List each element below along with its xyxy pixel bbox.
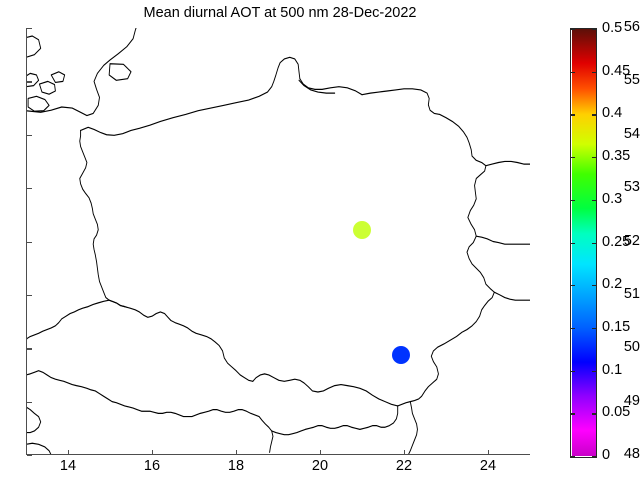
colorbar-tick-0.1 bbox=[570, 370, 575, 372]
colorbar-label-0.4: 0.4 bbox=[602, 105, 623, 122]
colorbar-tick-right-0.1 bbox=[592, 370, 597, 372]
colorbar-label-0.45: 0.45 bbox=[602, 62, 631, 79]
x-tick-label-20: 20 bbox=[311, 458, 329, 474]
y-tick-label-55: 55 bbox=[623, 72, 640, 89]
x-tick-20 bbox=[320, 450, 322, 455]
colorbar-tick-right-0.4 bbox=[592, 114, 597, 116]
colorbar-tick-0.35 bbox=[570, 157, 575, 159]
colorbar-tick-0.15 bbox=[570, 327, 575, 330]
colorbar-tick-right-0 bbox=[592, 456, 597, 458]
y-tick-52 bbox=[27, 241, 32, 243]
colorbar-tick-0.45 bbox=[570, 71, 575, 73]
y-tick-label-49: 49 bbox=[623, 392, 640, 409]
y-tick-label-50: 50 bbox=[623, 339, 640, 356]
y-tick-50 bbox=[27, 348, 32, 350]
y-axis-line bbox=[26, 28, 28, 455]
x-tick-label-14: 14 bbox=[59, 458, 77, 474]
colorbar-tick-right-0.15 bbox=[592, 327, 597, 330]
map-plot-area bbox=[26, 28, 530, 455]
x-tick-label-24: 24 bbox=[479, 458, 497, 474]
colorbar-label-0.15: 0.15 bbox=[602, 318, 631, 335]
colorbar-tick-0.3 bbox=[570, 199, 575, 202]
x-tick-label-18: 18 bbox=[227, 458, 245, 474]
data-point-station-1[interactable] bbox=[352, 221, 371, 240]
y-tick-56 bbox=[27, 28, 32, 30]
colorbar-tick-right-0.5 bbox=[592, 29, 597, 31]
colorbar-tick-right-0.05 bbox=[592, 413, 597, 415]
colorbar-tick-0.05 bbox=[570, 413, 575, 415]
y-tick-label-48: 48 bbox=[623, 446, 640, 462]
x-tick-label-22: 22 bbox=[395, 458, 413, 474]
colorbar-label-0.35: 0.35 bbox=[602, 148, 631, 165]
y-tick-48 bbox=[27, 455, 32, 457]
y-tick-51 bbox=[27, 294, 32, 297]
y-tick-54 bbox=[27, 134, 32, 137]
colorbar-tick-0 bbox=[570, 456, 575, 458]
colorbar-label-0.1: 0.1 bbox=[602, 361, 623, 378]
colorbar-label-0.25: 0.25 bbox=[602, 233, 631, 250]
colorbar-tick-0.2 bbox=[570, 285, 575, 287]
colorbar-tick-right-0.35 bbox=[592, 157, 597, 159]
y-tick-label-54: 54 bbox=[623, 125, 640, 142]
x-tick-16 bbox=[152, 450, 154, 455]
chart-title: Mean diurnal AOT at 500 nm 28-Dec-2022 bbox=[143, 5, 417, 21]
y-tick-label-53: 53 bbox=[623, 179, 640, 196]
colorbar-label-0.05: 0.05 bbox=[602, 404, 631, 421]
colorbar-gradient bbox=[571, 29, 596, 456]
x-tick-22 bbox=[404, 450, 406, 455]
colorbar-tick-right-0.3 bbox=[592, 199, 597, 202]
y-tick-label-56: 56 bbox=[623, 19, 640, 35]
y-tick-49 bbox=[27, 401, 32, 403]
colorbar-label-0.2: 0.2 bbox=[602, 276, 623, 293]
colorbar-label-0: 0 bbox=[602, 447, 611, 463]
x-axis-line bbox=[26, 454, 530, 456]
x-tick-18 bbox=[236, 450, 238, 455]
y-tick-label-51: 51 bbox=[623, 285, 640, 302]
x-tick-label-16: 16 bbox=[143, 458, 161, 474]
colorbar-tick-right-0.45 bbox=[592, 71, 597, 73]
data-point-station-2[interactable] bbox=[391, 345, 410, 364]
colorbar-label-0.3: 0.3 bbox=[602, 190, 623, 207]
colorbar-tick-0.5 bbox=[570, 29, 575, 31]
basemap-borders bbox=[26, 28, 530, 455]
y-tick-label-52: 52 bbox=[623, 232, 640, 249]
colorbar-tick-0.4 bbox=[570, 114, 575, 116]
colorbar-label-0.5: 0.5 bbox=[602, 20, 623, 36]
colorbar-tick-right-0.25 bbox=[592, 242, 597, 244]
colorbar-tick-0.25 bbox=[570, 242, 575, 244]
x-tick-14 bbox=[68, 450, 70, 455]
y-tick-53 bbox=[27, 188, 32, 190]
x-tick-24 bbox=[488, 450, 490, 455]
colorbar-tick-right-0.2 bbox=[592, 285, 597, 287]
y-tick-55 bbox=[27, 81, 32, 83]
